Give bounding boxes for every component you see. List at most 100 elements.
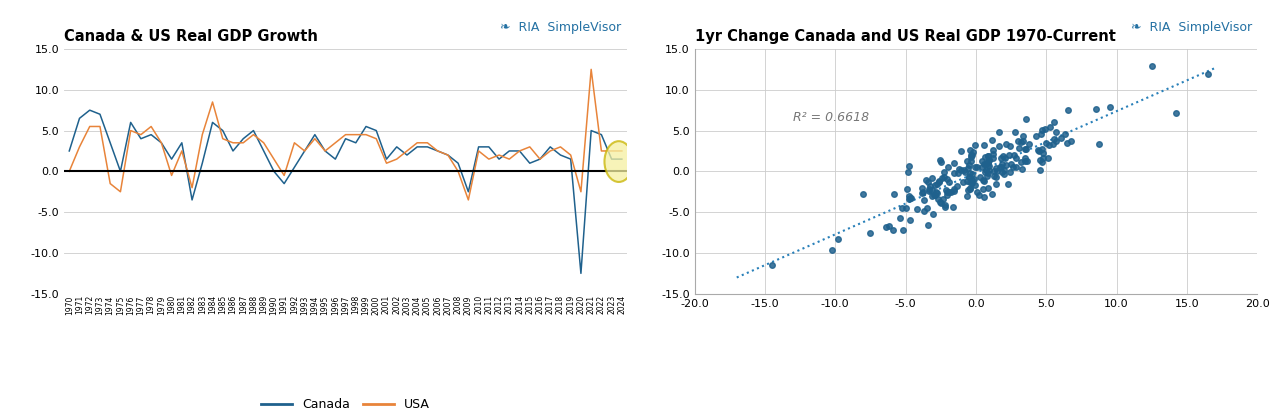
Point: [992, 164, 1012, 171]
Point: [975, 167, 996, 173]
Point: [879, 223, 899, 229]
Point: [1142, 62, 1162, 69]
USA: [62, 169, 77, 174]
Point: [919, 188, 939, 195]
Point: [978, 157, 998, 164]
Point: [960, 170, 980, 176]
Point: [999, 142, 1020, 149]
Point: [1034, 125, 1055, 132]
Point: [951, 148, 971, 154]
Point: [922, 175, 943, 182]
Canada: [82, 108, 98, 113]
Point: [974, 161, 994, 167]
Point: [853, 191, 874, 197]
Point: [917, 204, 938, 211]
Point: [983, 151, 1003, 157]
Point: [1046, 129, 1066, 135]
Point: [883, 226, 903, 233]
Point: [994, 166, 1015, 173]
Point: [975, 154, 996, 160]
Point: [1100, 104, 1120, 111]
Point: [928, 189, 948, 196]
Point: [965, 141, 985, 148]
Point: [1043, 141, 1064, 147]
USA: [123, 128, 139, 133]
Point: [925, 182, 946, 188]
Point: [1029, 148, 1049, 154]
Point: [1008, 144, 1029, 151]
Point: [962, 151, 983, 158]
Point: [948, 170, 969, 176]
Point: [938, 164, 958, 171]
Point: [949, 165, 970, 172]
Point: [1006, 163, 1026, 170]
Point: [961, 153, 981, 160]
Point: [1033, 150, 1053, 156]
Canada: [615, 157, 630, 162]
Text: ❧  RIA  SimpleVisor: ❧ RIA SimpleVisor: [1130, 21, 1252, 34]
Point: [978, 153, 998, 159]
Point: [985, 181, 1006, 187]
Point: [1198, 70, 1219, 77]
Point: [899, 217, 920, 223]
Point: [1005, 152, 1025, 158]
Point: [930, 200, 951, 206]
Canada: [574, 271, 589, 276]
Point: [924, 192, 944, 198]
Canada: [563, 157, 579, 162]
Point: [958, 174, 979, 180]
Point: [978, 173, 998, 179]
Point: [1032, 131, 1052, 137]
Point: [1006, 155, 1026, 162]
Canada: [62, 149, 77, 153]
Point: [985, 165, 1006, 171]
Point: [974, 178, 994, 184]
Point: [1003, 163, 1024, 170]
Point: [962, 149, 983, 155]
Point: [892, 204, 912, 211]
Point: [911, 190, 931, 196]
Point: [935, 204, 956, 211]
Point: [996, 141, 1016, 147]
Text: Canada & US Real GDP Growth: Canada & US Real GDP Growth: [64, 29, 318, 44]
Point: [1026, 133, 1047, 140]
Point: [1015, 146, 1035, 153]
Point: [964, 176, 984, 182]
Point: [1012, 137, 1033, 144]
Point: [998, 151, 1019, 158]
Point: [978, 153, 998, 160]
Point: [958, 174, 979, 180]
Point: [1051, 134, 1071, 141]
USA: [267, 157, 282, 162]
Point: [1055, 131, 1075, 137]
Canada: [133, 136, 149, 141]
Point: [973, 157, 993, 164]
Point: [957, 165, 978, 172]
USA: [164, 173, 180, 178]
Point: [762, 262, 783, 268]
Point: [899, 196, 920, 202]
Point: [1028, 147, 1048, 153]
Point: [973, 186, 993, 192]
Point: [937, 175, 957, 182]
Point: [1058, 106, 1079, 113]
Point: [917, 222, 938, 229]
Point: [937, 189, 957, 195]
Point: [990, 155, 1011, 162]
Point: [978, 160, 998, 166]
Point: [930, 156, 951, 163]
Point: [1029, 157, 1049, 164]
Point: [961, 152, 981, 159]
Point: [935, 187, 956, 193]
Point: [906, 206, 926, 212]
Point: [933, 175, 953, 181]
Point: [965, 182, 985, 188]
Point: [943, 160, 964, 167]
Point: [989, 129, 1010, 135]
Point: [944, 186, 965, 192]
Point: [989, 164, 1010, 170]
Point: [1015, 157, 1035, 164]
USA: [195, 132, 210, 137]
Point: [1019, 141, 1039, 147]
Point: [890, 215, 911, 222]
